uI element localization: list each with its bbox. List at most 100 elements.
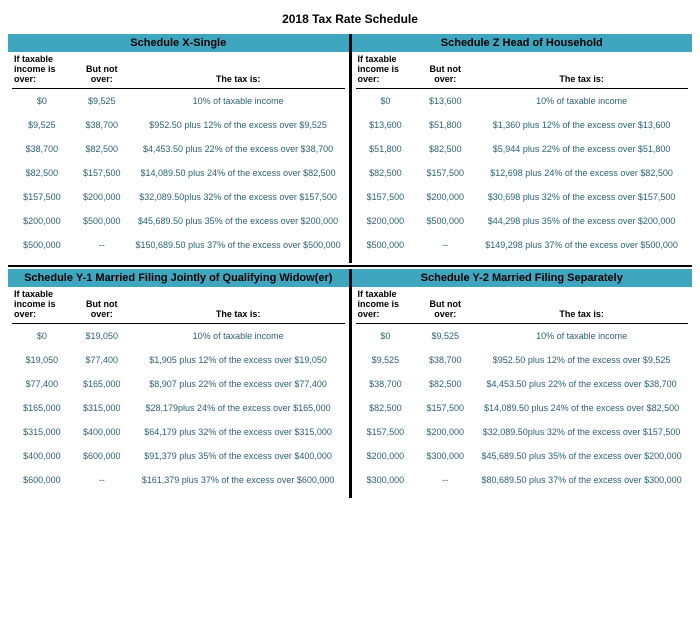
table-row: $300,000--$80,689.50 plus 37% of the exc… bbox=[356, 468, 689, 492]
cell-over: $82,500 bbox=[356, 396, 416, 420]
col-header-over: If taxableincome isover: bbox=[356, 52, 416, 89]
cell-not-over: -- bbox=[72, 468, 132, 492]
table-row: $500,000--$149,298 plus 37% of the exces… bbox=[356, 233, 689, 257]
table-row: $600,000--$161,379 plus 37% of the exces… bbox=[12, 468, 345, 492]
cell-tax: $5,944 plus 22% of the excess over $51,8… bbox=[475, 137, 688, 161]
col-header-not-over: But notover: bbox=[415, 287, 475, 324]
cell-not-over: $157,500 bbox=[72, 161, 132, 185]
cell-over: $200,000 bbox=[12, 209, 72, 233]
table-row: $400,000$600,000$91,379 plus 35% of the … bbox=[12, 444, 345, 468]
cell-over: $157,500 bbox=[356, 420, 416, 444]
cell-over: $77,400 bbox=[12, 372, 72, 396]
cell-not-over: $82,500 bbox=[415, 372, 475, 396]
cell-over: $38,700 bbox=[12, 137, 72, 161]
cell-over: $300,000 bbox=[356, 468, 416, 492]
cell-tax: $952.50 plus 12% of the excess over $9,5… bbox=[132, 113, 345, 137]
cell-over: $200,000 bbox=[356, 209, 416, 233]
table-row: $500,000--$150,689.50 plus 37% of the ex… bbox=[12, 233, 345, 257]
cell-not-over: $38,700 bbox=[72, 113, 132, 137]
cell-tax: $12,698 plus 24% of the excess over $82,… bbox=[475, 161, 688, 185]
col-header-tax: The tax is: bbox=[475, 287, 688, 324]
cell-not-over: -- bbox=[72, 233, 132, 257]
col-header-not-over: But notover: bbox=[415, 52, 475, 89]
cell-over: $200,000 bbox=[356, 444, 416, 468]
cell-tax: $32,089.50plus 32% of the excess over $1… bbox=[475, 420, 688, 444]
cell-tax: 10% of taxable income bbox=[132, 89, 345, 114]
cell-tax: $45,689.50 plus 35% of the excess over $… bbox=[132, 209, 345, 233]
cell-over: $157,500 bbox=[12, 185, 72, 209]
table-row: $157,500$200,000$32,089.50plus 32% of th… bbox=[356, 420, 689, 444]
cell-not-over: -- bbox=[415, 468, 475, 492]
cell-tax: $80,689.50 plus 37% of the excess over $… bbox=[475, 468, 688, 492]
cell-not-over: -- bbox=[415, 233, 475, 257]
table-row: $19,050$77,400$1,905 plus 12% of the exc… bbox=[12, 348, 345, 372]
schedule-title: Schedule Z Head of Household bbox=[352, 34, 693, 52]
cell-not-over: $19,050 bbox=[72, 324, 132, 349]
cell-not-over: $82,500 bbox=[72, 137, 132, 161]
cell-over: $19,050 bbox=[12, 348, 72, 372]
schedule-panel: Schedule Y-1 Married Filing Jointly of Q… bbox=[8, 269, 349, 498]
col-header-not-over: But notover: bbox=[72, 52, 132, 89]
cell-not-over: $82,500 bbox=[415, 137, 475, 161]
cell-not-over: $300,000 bbox=[415, 444, 475, 468]
cell-over: $600,000 bbox=[12, 468, 72, 492]
cell-tax: $14,089.50 plus 24% of the excess over $… bbox=[475, 396, 688, 420]
horizontal-divider bbox=[8, 265, 692, 267]
table-row: $165,000$315,000$28,179plus 24% of the e… bbox=[12, 396, 345, 420]
table-row: $0$13,60010% of taxable income bbox=[356, 89, 689, 114]
table-row: $82,500$157,500$14,089.50 plus 24% of th… bbox=[12, 161, 345, 185]
tax-table: If taxableincome isover:But notover:The … bbox=[356, 287, 689, 492]
cell-tax: $149,298 plus 37% of the excess over $50… bbox=[475, 233, 688, 257]
cell-not-over: $157,500 bbox=[415, 396, 475, 420]
col-header-over: If taxableincome isover: bbox=[12, 52, 72, 89]
cell-over: $157,500 bbox=[356, 185, 416, 209]
cell-over: $0 bbox=[12, 324, 72, 349]
schedule-title: Schedule Y-2 Married Filing Separately bbox=[352, 269, 693, 287]
tax-table: If taxableincome isover:But notover:The … bbox=[12, 287, 345, 492]
cell-tax: $44,298 plus 35% of the excess over $200… bbox=[475, 209, 688, 233]
cell-tax: $952.50 plus 12% of the excess over $9,5… bbox=[475, 348, 688, 372]
table-row: $315,000$400,000$64,179 plus 32% of the … bbox=[12, 420, 345, 444]
col-header-tax: The tax is: bbox=[132, 52, 345, 89]
tax-table: If taxableincome isover:But notover:The … bbox=[356, 52, 689, 257]
cell-not-over: $400,000 bbox=[72, 420, 132, 444]
col-header-not-over: But notover: bbox=[72, 287, 132, 324]
cell-not-over: $157,500 bbox=[415, 161, 475, 185]
cell-over: $51,800 bbox=[356, 137, 416, 161]
cell-over: $13,600 bbox=[356, 113, 416, 137]
table-row: $82,500$157,500$12,698 plus 24% of the e… bbox=[356, 161, 689, 185]
cell-tax: $161,379 plus 37% of the excess over $60… bbox=[132, 468, 345, 492]
cell-tax: 10% of taxable income bbox=[132, 324, 345, 349]
table-row: $200,000$300,000$45,689.50 plus 35% of t… bbox=[356, 444, 689, 468]
cell-over: $165,000 bbox=[12, 396, 72, 420]
table-row: $77,400$165,000$8,907 plus 22% of the ex… bbox=[12, 372, 345, 396]
cell-over: $82,500 bbox=[12, 161, 72, 185]
cell-tax: $14,089.50 plus 24% of the excess over $… bbox=[132, 161, 345, 185]
cell-not-over: $315,000 bbox=[72, 396, 132, 420]
page-title: 2018 Tax Rate Schedule bbox=[8, 12, 692, 26]
cell-tax: $91,379 plus 35% of the excess over $400… bbox=[132, 444, 345, 468]
table-row: $38,700$82,500$4,453.50 plus 22% of the … bbox=[356, 372, 689, 396]
cell-tax: $4,453.50 plus 22% of the excess over $3… bbox=[132, 137, 345, 161]
cell-not-over: $9,525 bbox=[72, 89, 132, 114]
cell-tax: $150,689.50 plus 37% of the excess over … bbox=[132, 233, 345, 257]
cell-over: $9,525 bbox=[12, 113, 72, 137]
cell-tax: $32,089.50plus 32% of the excess over $1… bbox=[132, 185, 345, 209]
table-row: $0$9,52510% of taxable income bbox=[356, 324, 689, 349]
table-row: $38,700$82,500$4,453.50 plus 22% of the … bbox=[12, 137, 345, 161]
cell-over: $500,000 bbox=[356, 233, 416, 257]
cell-not-over: $165,000 bbox=[72, 372, 132, 396]
schedule-panel: Schedule Y-2 Married Filing SeparatelyIf… bbox=[352, 269, 693, 498]
table-row: $9,525$38,700$952.50 plus 12% of the exc… bbox=[12, 113, 345, 137]
cell-over: $500,000 bbox=[12, 233, 72, 257]
cell-tax: $8,907 plus 22% of the excess over $77,4… bbox=[132, 372, 345, 396]
cell-tax: $28,179plus 24% of the excess over $165,… bbox=[132, 396, 345, 420]
table-row: $51,800$82,500$5,944 plus 22% of the exc… bbox=[356, 137, 689, 161]
cell-not-over: $38,700 bbox=[415, 348, 475, 372]
schedule-panel: Schedule Z Head of HouseholdIf taxablein… bbox=[352, 34, 693, 263]
schedule-grid: Schedule X-SingleIf taxableincome isover… bbox=[8, 34, 692, 498]
cell-not-over: $600,000 bbox=[72, 444, 132, 468]
cell-over: $38,700 bbox=[356, 372, 416, 396]
cell-over: $0 bbox=[356, 324, 416, 349]
table-row: $82,500$157,500$14,089.50 plus 24% of th… bbox=[356, 396, 689, 420]
